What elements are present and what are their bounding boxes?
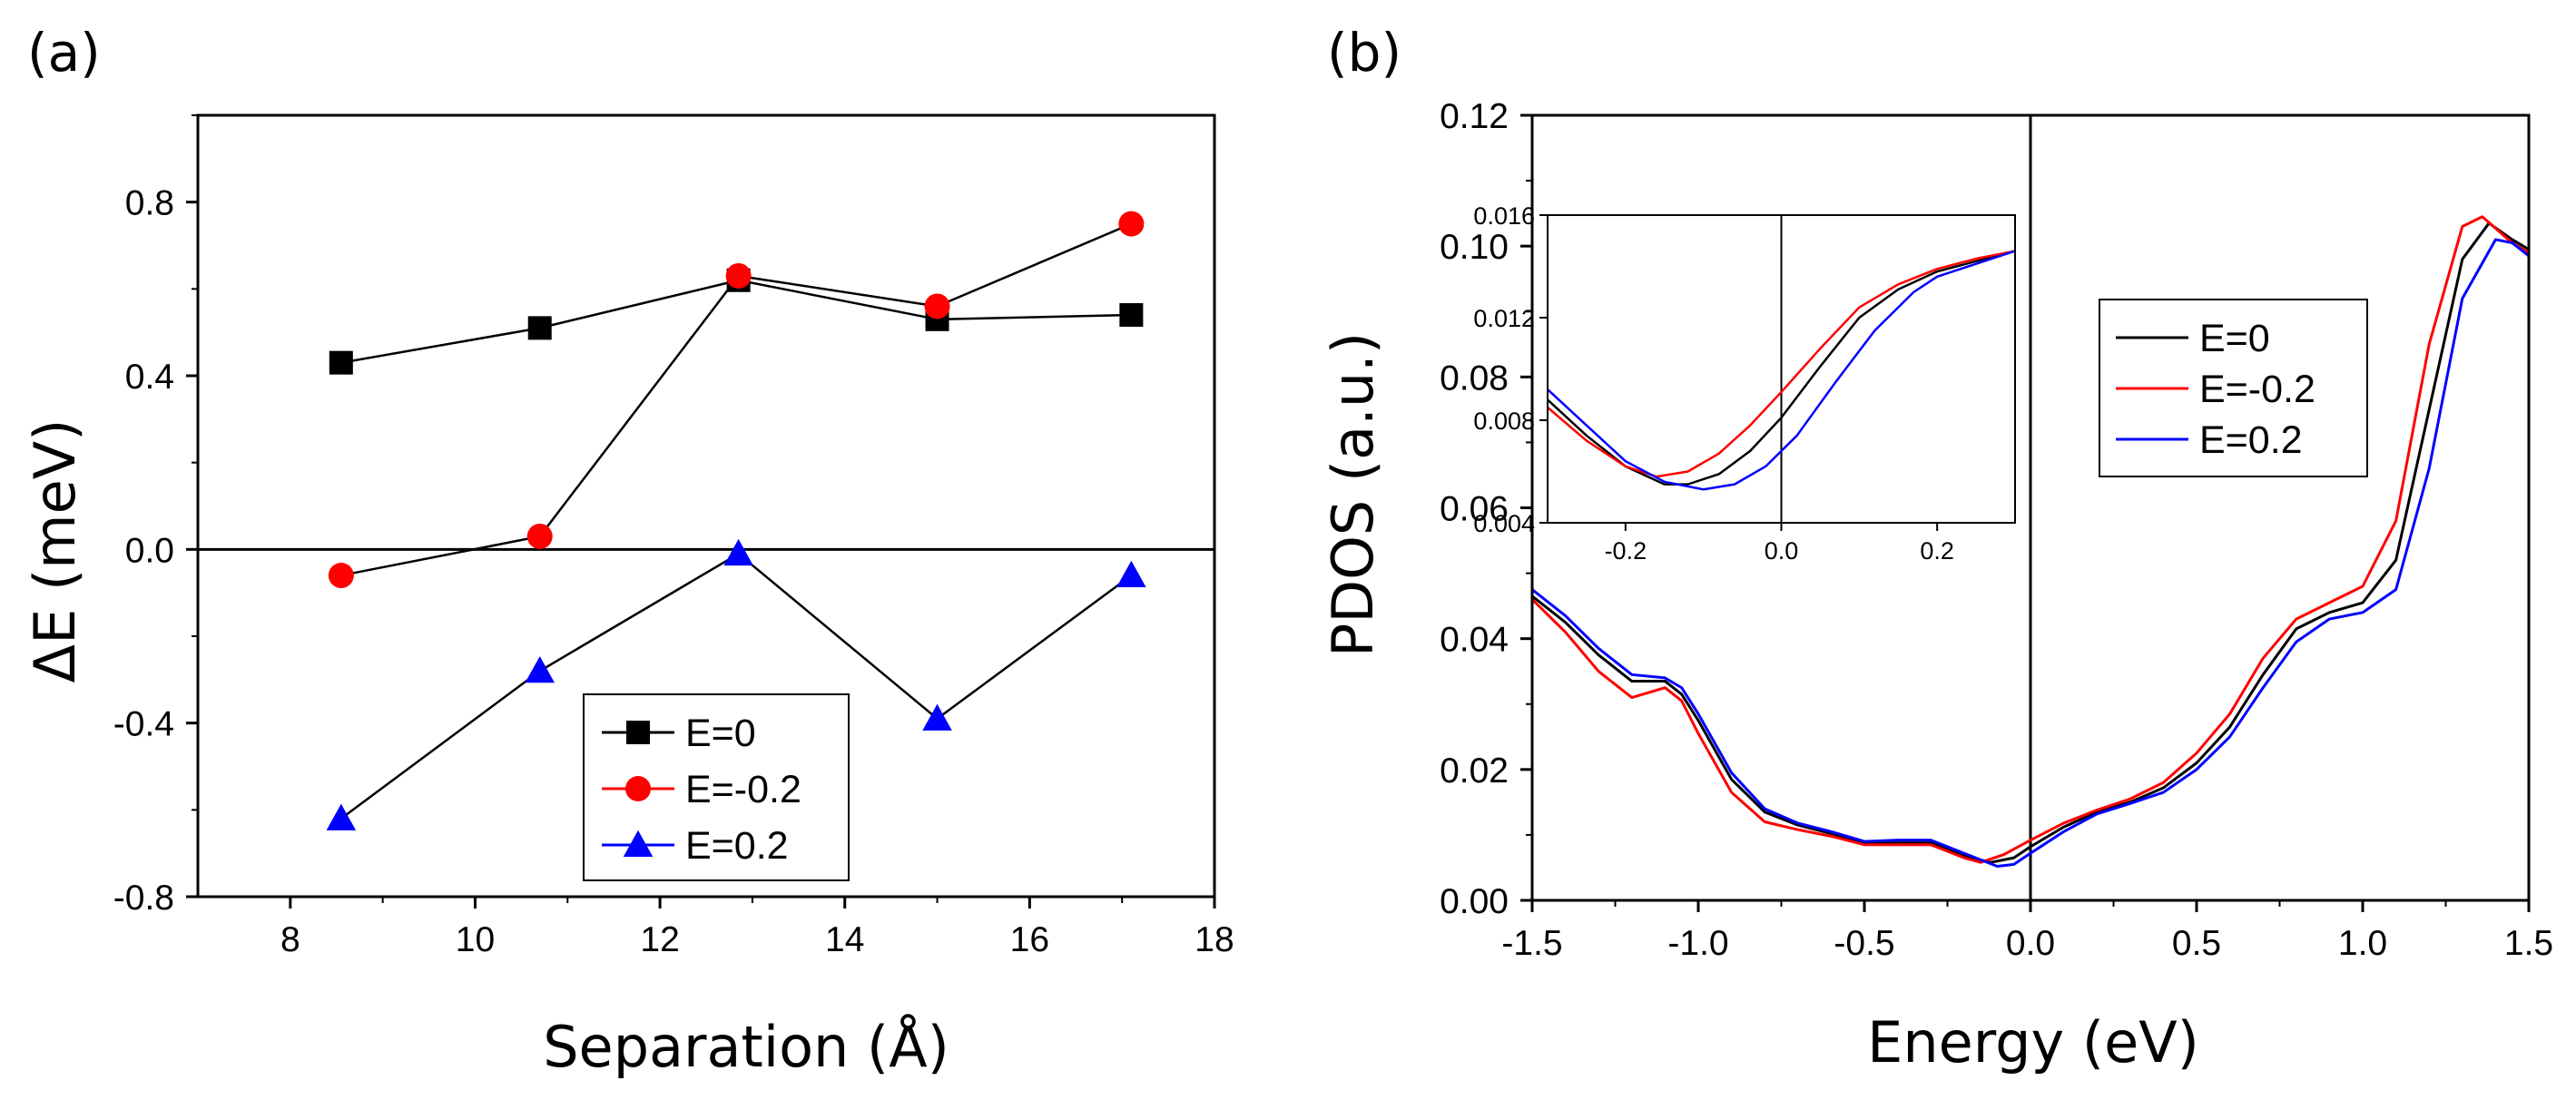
panel-b-inset: -0.2 0.0 0.2 0.004 0.008 0.012 0.016 (1473, 202, 2016, 565)
panel-b-frame (1530, 113, 2531, 902)
panel-b-x-tick-label: 0.5 (2172, 924, 2221, 963)
panel-b-y-axis-title: PDOS (a.u.) (1320, 332, 1386, 657)
panel-b-y-tick-label: 0.08 (1440, 359, 1509, 398)
panel-a-y-tick-label: 0.0 (125, 531, 174, 570)
panel-a-y-tick-label: -0.4 (113, 705, 174, 744)
panel-a-data-point (329, 350, 353, 375)
panel-b-x-axis-title: Energy (eV) (1867, 1009, 2199, 1076)
panel-a-x-tick-label: 10 (456, 920, 495, 959)
panel-a-legend-label: E=0 (685, 712, 756, 755)
panel-a-data-point (725, 262, 752, 289)
panel-a-x-axis-title: Separation (Å) (543, 1014, 949, 1080)
panel-b-y-tick-label: 0.10 (1440, 228, 1509, 267)
panel-a: (a) 8 10 12 14 16 18 -0.8 -0.4 0.0 0.4 0.8 Separat… (22, 22, 1234, 1080)
panel-a-x-tick-label: 18 (1195, 920, 1234, 959)
inset-y-tick-label: 0.008 (1473, 408, 1535, 435)
panel-b-x-tick-label: 1.5 (2504, 924, 2553, 963)
panel-b-legend: E=0 E=-0.2 E=0.2 (2099, 299, 2368, 477)
panel-a-y-tick-label: -0.8 (113, 879, 174, 918)
panel-b-x-tick-label: -1.0 (1667, 924, 1728, 963)
panel-b-x-tick-label: -0.5 (1834, 924, 1894, 963)
panel-b-y-tick-label: 0.02 (1440, 751, 1509, 791)
panel-b-x-tick-label: 1.0 (2338, 924, 2387, 963)
panel-b-y-tick-label: 0.04 (1440, 621, 1509, 660)
panel-a-legend: E=0 E=-0.2 E=0.2 (583, 693, 850, 881)
panel-a-frame (196, 113, 1216, 899)
panel-a-data-point (924, 293, 950, 319)
panel-a-legend-label: E=-0.2 (685, 768, 801, 811)
panel-a-x-tick-label: 8 (280, 920, 300, 959)
panel-a-y-tick-label: 0.8 (125, 184, 174, 223)
panel-a-series (326, 211, 1146, 830)
panel-b-label: (b) (1327, 22, 1401, 83)
panel-b-series-line-2 (1531, 238, 2530, 869)
panel-b-series (1530, 215, 2530, 869)
panel-b-ticks: -1.5 -1.0 -0.5 0.0 0.5 1.0 1.5 0.00 0.02 0.04 0.06… (1440, 97, 2553, 963)
inset-x-tick-label: 0.0 (1765, 537, 1799, 565)
panel-a-data-point (527, 316, 552, 340)
panel-b: (b) -1.5 -1.0 -0.5 0.0 0.5 1.0 1.5 0.00 0.02 0.04… (1320, 22, 2553, 1076)
inset-y-tick-label: 0.016 (1473, 202, 1535, 230)
panel-a-data-point (525, 656, 555, 683)
panel-a-data-point (922, 703, 952, 731)
inset-x-tick-label: 0.2 (1920, 537, 1954, 565)
panel-a-label: (a) (27, 22, 101, 83)
panel-a-y-tick-label: 0.4 (125, 358, 174, 397)
panel-a-legend-label: E=0.2 (685, 824, 789, 868)
panel-a-data-point (1119, 303, 1144, 328)
panel-a-ticks: 8 10 12 14 16 18 -0.8 -0.4 0.0 0.4 0.8 (113, 114, 1234, 959)
panel-b-series-line-0 (1531, 221, 2530, 864)
panel-b-legend-label: E=0.2 (2199, 418, 2303, 462)
panel-a-data-point (326, 803, 357, 830)
panel-a-data-point (1116, 560, 1146, 588)
panel-b-series-line-1 (1530, 215, 2530, 864)
inset-series-line-1 (1547, 250, 2016, 478)
inset-y-tick-label: 0.012 (1473, 305, 1535, 332)
panel-a-x-tick-label: 14 (825, 920, 864, 959)
panel-b-x-tick-label: 0.0 (2006, 924, 2055, 963)
panel-b-legend-label: E=-0.2 (2199, 368, 2315, 411)
panel-a-data-point (1118, 211, 1145, 237)
panel-a-x-tick-label: 16 (1010, 920, 1049, 959)
panel-a-series-line-0 (340, 279, 1132, 364)
panel-b-y-tick-label: 0.00 (1440, 882, 1509, 921)
panel-a-data-point (723, 538, 753, 566)
panel-a-data-point (526, 523, 553, 549)
panel-a-x-tick-label: 12 (640, 920, 679, 959)
panel-a-data-point (328, 563, 354, 589)
inset-series-line-2 (1547, 250, 2016, 491)
inset-x-tick-label: -0.2 (1605, 537, 1647, 565)
panel-b-x-tick-label: -1.5 (1501, 924, 1562, 963)
panel-a-y-axis-title: ΔE (meV) (22, 419, 88, 683)
panel-a-legend-marker (623, 830, 654, 857)
panel-a-legend-marker (625, 776, 651, 801)
panel-b-y-tick-label: 0.12 (1440, 97, 1509, 136)
panel-a-legend-marker (626, 721, 650, 744)
inset-y-tick-label: 0.004 (1473, 510, 1535, 537)
panel-b-y-tick-label: 0.06 (1440, 490, 1509, 529)
panel-b-legend-label: E=0 (2199, 317, 2270, 360)
